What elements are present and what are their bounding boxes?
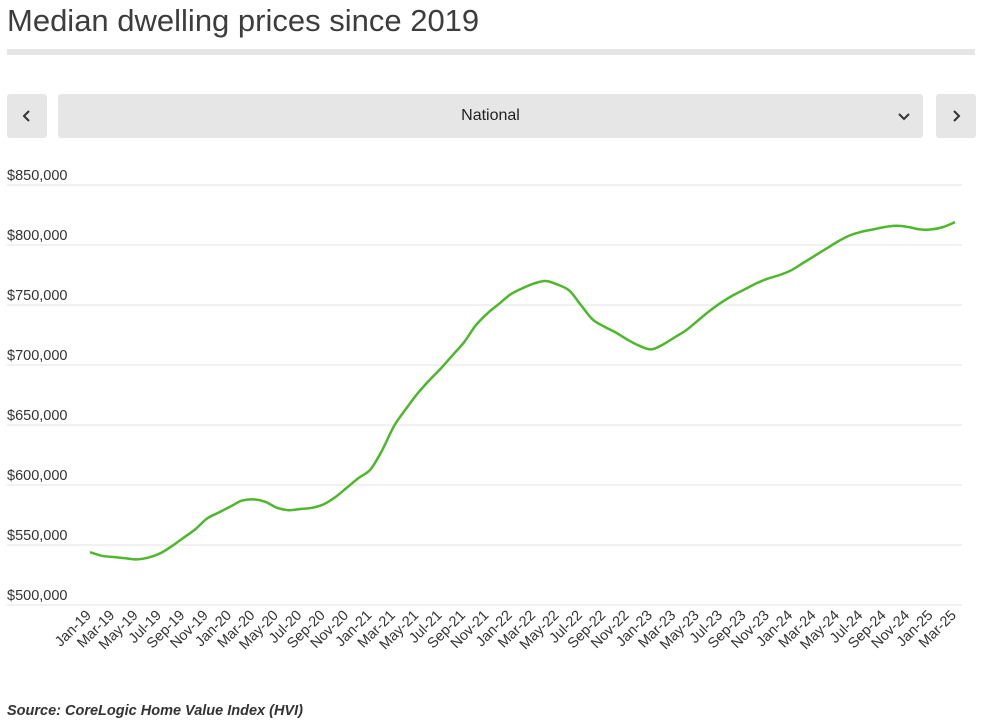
title-divider <box>7 49 975 55</box>
median-price-line <box>89 221 956 561</box>
page-title: Median dwelling prices since 2019 <box>7 3 480 38</box>
chart-gridlines <box>7 184 962 606</box>
region-select[interactable]: National <box>58 94 923 138</box>
chevron-right-icon <box>953 110 961 122</box>
source-note: Source: CoreLogic Home Value Index (HVI) <box>7 703 303 719</box>
chevron-left-icon <box>22 110 30 122</box>
y-tick-label: $550,000 <box>7 528 67 544</box>
y-axis-labels: $500,000 $550,000 $600,000 $650,000 $700,000… <box>7 168 67 604</box>
y-tick-label: $600,000 <box>7 468 67 484</box>
y-tick-label: $500,000 <box>7 588 67 604</box>
x-axis-labels: Jan-19Mar-19May-19Jul-19Sep-19Nov-19Jan-… <box>52 608 960 654</box>
previous-region-button[interactable] <box>7 94 47 138</box>
y-tick-label: $650,000 <box>7 408 67 424</box>
region-select-value: National <box>461 107 520 124</box>
next-region-button[interactable] <box>936 94 976 138</box>
y-tick-label: $800,000 <box>7 228 67 244</box>
chevron-down-icon <box>898 113 910 121</box>
y-tick-label: $750,000 <box>7 288 67 304</box>
chart-series <box>89 221 956 561</box>
price-line-chart: $500,000 $550,000 $600,000 $650,000 $700,000… <box>7 168 962 654</box>
y-tick-label: $700,000 <box>7 348 67 364</box>
y-tick-label: $850,000 <box>7 168 67 184</box>
